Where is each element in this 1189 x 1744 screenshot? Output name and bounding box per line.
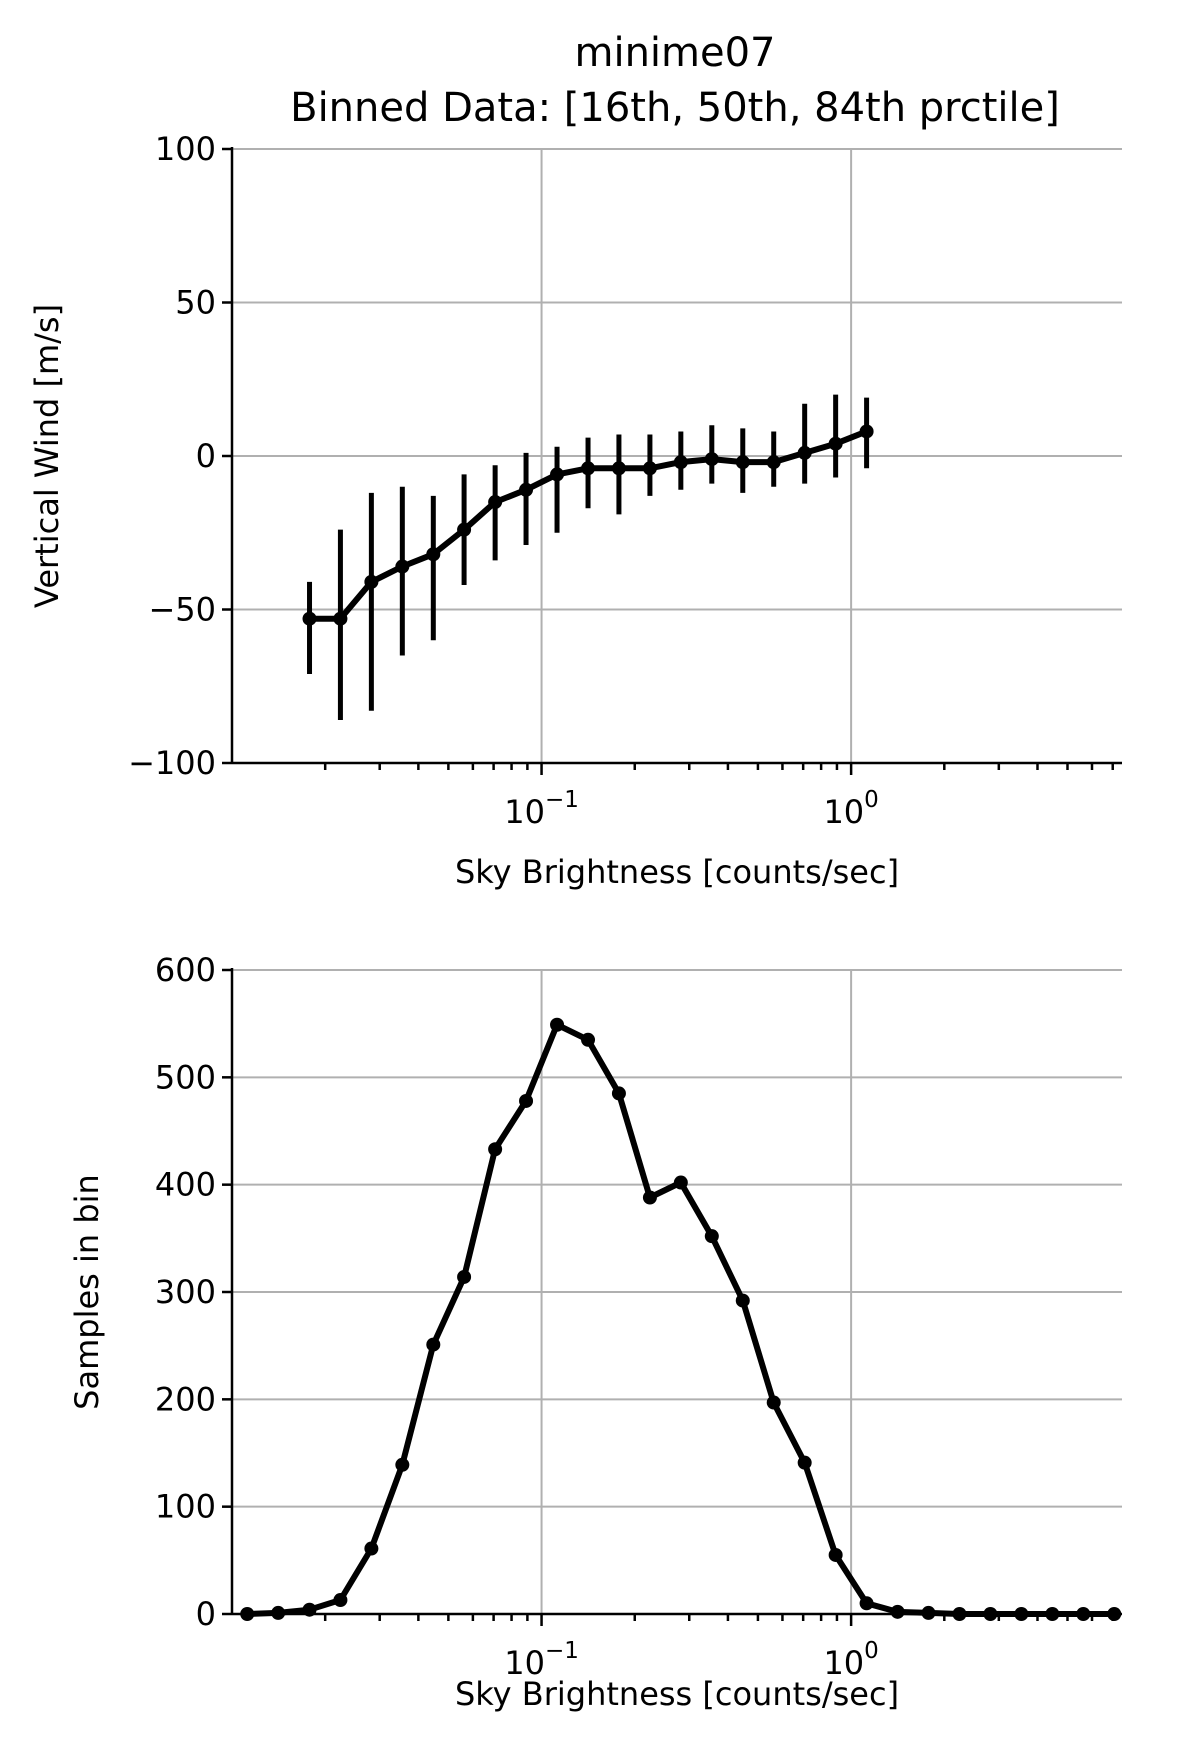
wind-ytick-label-2: 0 <box>196 437 216 475</box>
wind-ylabel: Vertical Wind [m/s] <box>28 304 66 608</box>
samples-point-0 <box>240 1607 255 1621</box>
wind-point-0 <box>302 611 317 626</box>
samples-point-25 <box>1014 1607 1029 1621</box>
chart-title-line2: Binned Data: [16th, 50th, 84th prctile] <box>290 85 1060 131</box>
samples-xtick-label-1: 100 <box>823 1638 878 1682</box>
samples-xtick-exp-1: 0 <box>864 1638 879 1664</box>
samples-xtick-exp-0: −1 <box>545 1638 579 1664</box>
samples-ytick-label-6: 0 <box>196 1595 216 1633</box>
samples-point-5 <box>395 1457 410 1472</box>
samples-point-1 <box>271 1605 286 1620</box>
wind-point-13 <box>704 452 719 467</box>
wind-point-10 <box>611 461 626 476</box>
wind-point-6 <box>488 495 503 510</box>
wind-ytick-label-1: 50 <box>175 284 216 322</box>
wind-point-11 <box>642 461 657 476</box>
samples-point-11 <box>581 1032 596 1047</box>
samples-point-12 <box>611 1086 626 1101</box>
samples-point-23 <box>952 1607 967 1621</box>
samples-point-18 <box>797 1455 812 1470</box>
samples-ytick-label-0: 600 <box>155 951 216 989</box>
samples-xtick-base-1: 10 <box>823 1644 864 1682</box>
samples-point-2 <box>302 1602 317 1617</box>
samples-ytick-label-1: 500 <box>155 1058 216 1096</box>
samples-ytick-label-5: 100 <box>155 1488 216 1526</box>
wind-point-4 <box>426 547 441 562</box>
wind-xtick-base-0: 10 <box>504 793 545 831</box>
wind-point-5 <box>457 522 472 537</box>
wind-point-3 <box>395 559 410 574</box>
wind-ytick-label-3: −50 <box>148 591 216 629</box>
samples-point-21 <box>890 1604 905 1619</box>
wind-xtick-label-1: 100 <box>823 787 878 831</box>
samples-point-20 <box>859 1596 874 1611</box>
wind-point-17 <box>828 436 843 451</box>
wind-point-12 <box>673 455 688 470</box>
samples-xtick-label-0: 10−1 <box>504 1638 579 1682</box>
samples-series-line-0 <box>247 1021 1115 1617</box>
samples-xtick-base-0: 10 <box>504 1644 545 1682</box>
wind-point-7 <box>519 482 534 497</box>
samples-point-17 <box>766 1395 781 1410</box>
wind-point-8 <box>550 467 565 482</box>
wind-point-16 <box>797 445 812 460</box>
wind-ytick-label-4: −100 <box>128 744 216 782</box>
samples-point-10 <box>550 1017 565 1032</box>
samples-point-7 <box>457 1269 472 1284</box>
samples-point-4 <box>364 1541 379 1556</box>
wind-ytick-label-0: 100 <box>155 130 216 168</box>
wind-xtick-label-0: 10−1 <box>504 787 579 831</box>
samples-point-26 <box>1045 1607 1060 1621</box>
wind-xtick-exp-0: −1 <box>545 787 579 813</box>
samples-point-6 <box>426 1337 441 1352</box>
wind-xlabel: Sky Brightness [counts/sec] <box>455 853 899 891</box>
samples-ytick-label-4: 200 <box>155 1380 216 1418</box>
samples-ylabel: Samples in bin <box>68 1174 106 1410</box>
samples-point-27 <box>1076 1607 1091 1621</box>
samples-xlabel: Sky Brightness [counts/sec] <box>455 1675 899 1713</box>
wind-point-14 <box>735 455 750 470</box>
wind-point-15 <box>766 455 781 470</box>
samples-point-16 <box>735 1293 750 1308</box>
samples-point-13 <box>642 1190 657 1205</box>
samples-point-8 <box>488 1142 503 1157</box>
wind-point-1 <box>333 611 348 626</box>
wind-xtick-exp-1: 0 <box>864 787 879 813</box>
samples-point-19 <box>828 1547 843 1562</box>
samples-point-22 <box>921 1605 936 1620</box>
wind-xtick-base-1: 10 <box>823 793 864 831</box>
samples-point-24 <box>983 1607 998 1621</box>
samples-point-3 <box>333 1593 348 1608</box>
samples-ytick-label-2: 400 <box>155 1166 216 1204</box>
samples-point-28 <box>1107 1607 1122 1621</box>
wind-point-9 <box>581 461 596 476</box>
samples-point-15 <box>704 1229 719 1244</box>
samples-point-14 <box>673 1175 688 1190</box>
wind-point-18 <box>859 424 874 439</box>
wind-point-2 <box>364 574 379 589</box>
samples-point-9 <box>519 1093 534 1108</box>
samples-ytick-label-3: 300 <box>155 1273 216 1311</box>
chart-title-line1: minime07 <box>574 30 775 76</box>
